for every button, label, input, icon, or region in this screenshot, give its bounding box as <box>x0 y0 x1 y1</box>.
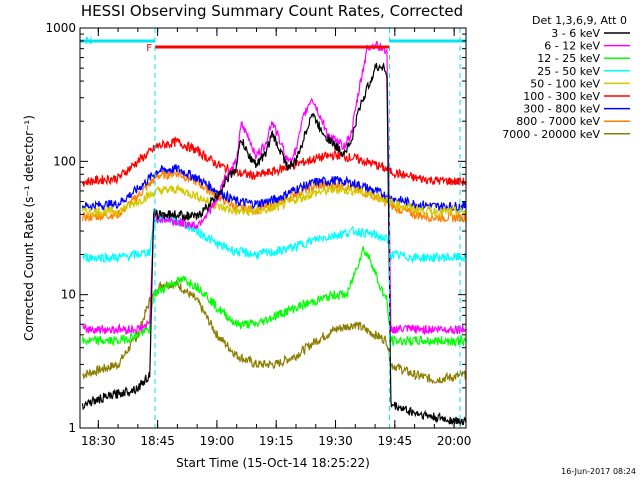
legend-entry-label: 7000 - 20000 keV <box>502 128 600 141</box>
x-tick-label: 19:15 <box>259 434 294 448</box>
timestamp: 16-Jun-2017 08:24 <box>561 467 636 476</box>
legend-entry-label: 100 - 300 keV <box>523 90 600 103</box>
legend-entry-label: 12 - 25 keV <box>537 52 600 65</box>
legend-entry-label: 50 - 100 keV <box>530 77 600 90</box>
legend-header: Det 1,3,6,9, Att 0 <box>532 14 627 27</box>
x-tick-label: 19:30 <box>318 434 353 448</box>
flag-label: F <box>146 43 152 54</box>
series-line-100-300-kev <box>81 135 467 187</box>
series-line-7000-20000-kev <box>82 279 467 385</box>
y-tick-label: 1 <box>68 421 76 435</box>
series-line-50-100-kev <box>81 184 467 219</box>
legend-entry-label: 6 - 12 keV <box>544 40 600 53</box>
x-axis-label: Start Time (15-Oct-14 18:25:22) <box>176 456 370 470</box>
legend-entry-label: 25 - 50 keV <box>537 65 600 78</box>
x-tick-label: 19:45 <box>378 434 413 448</box>
series-line-12-25-kev <box>81 246 467 347</box>
x-tick-label: 19:00 <box>200 434 235 448</box>
series-line-6-12-kev <box>82 40 467 336</box>
y-axis-label: Corrected Count Rate (s⁻¹ detector⁻¹) <box>22 115 36 341</box>
legend-entry-label: 3 - 6 keV <box>551 27 600 40</box>
series-line-300-800-kev <box>81 164 467 212</box>
y-tick-label: 100 <box>53 154 76 168</box>
x-tick-label: 18:30 <box>81 434 116 448</box>
y-tick-label: 10 <box>61 288 76 302</box>
series-line-3-6-kev <box>81 61 467 426</box>
legend-entry-label: 300 - 800 keV <box>523 103 600 116</box>
x-tick-label: 18:45 <box>140 434 175 448</box>
y-tick-label: 1000 <box>45 21 76 35</box>
legend-entry-label: 800 - 7000 keV <box>516 115 600 128</box>
plot-frame <box>79 27 467 429</box>
x-tick-label: 20:00 <box>437 434 472 448</box>
flag-label: N <box>85 36 92 47</box>
series-line-25-50-kev <box>82 212 467 265</box>
chart-title: HESSI Observing Summary Count Rates, Cor… <box>81 2 463 20</box>
